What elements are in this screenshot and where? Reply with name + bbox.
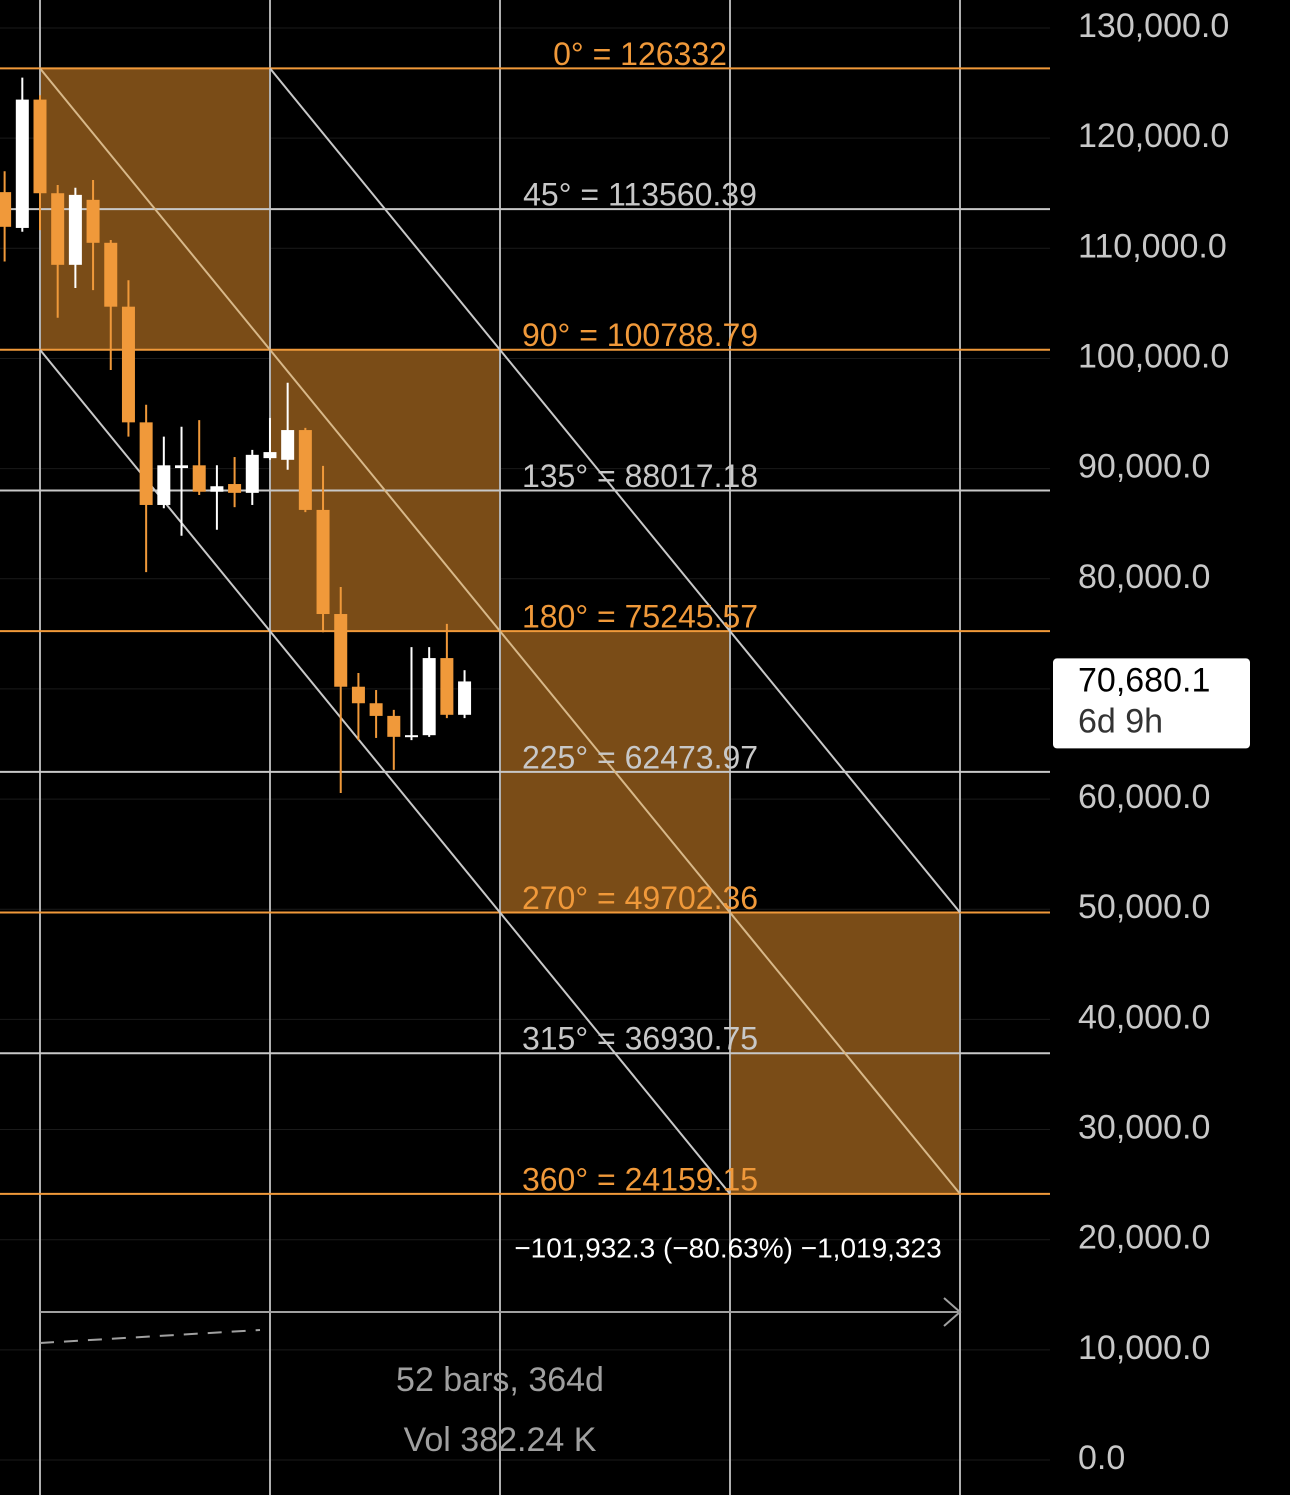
volume-info: Vol 382.24 K	[404, 1421, 597, 1459]
y-tick-label: 20,000.0	[1078, 1219, 1210, 1257]
candle-body	[458, 681, 472, 715]
y-tick-label: 10,000.0	[1078, 1329, 1210, 1367]
candle-body	[33, 99, 47, 194]
gann-label: 360° = 24159.15	[522, 1161, 758, 1197]
candle-body	[404, 735, 418, 738]
candle-body	[192, 465, 206, 492]
candle-body	[263, 452, 277, 459]
candle-body	[68, 194, 82, 265]
candle-body	[139, 422, 153, 505]
candle-body	[440, 658, 454, 715]
y-tick-label: 90,000.0	[1078, 448, 1210, 486]
arrow-head	[943, 1297, 962, 1327]
y-tick-label: 50,000.0	[1078, 888, 1210, 926]
y-tick-label: 80,000.0	[1078, 558, 1210, 596]
candle-body	[104, 242, 118, 307]
candle-body	[0, 192, 12, 227]
y-tick-label: 0.0	[1078, 1439, 1125, 1477]
gann-label: 270° = 49702.36	[522, 880, 758, 916]
gann-label: 135° = 88017.18	[522, 458, 758, 494]
gann-label: 225° = 62473.97	[522, 739, 758, 775]
gann-label: 45° = 113560.39	[523, 177, 757, 213]
y-tick-label: 130,000.0	[1078, 7, 1229, 45]
candle-body	[334, 614, 348, 687]
candle-body	[157, 465, 171, 505]
y-tick-label: 40,000.0	[1078, 998, 1210, 1036]
candle-body	[245, 454, 259, 493]
measure-label: −101,932.3 (−80.63%) −1,019,323	[514, 1232, 941, 1263]
y-tick-label: 110,000.0	[1078, 227, 1227, 265]
candle-body	[351, 686, 365, 704]
price-box	[1053, 658, 1250, 749]
price-label: 70,680.1	[1078, 661, 1210, 699]
candle-body	[228, 484, 242, 493]
candle-body	[281, 430, 295, 460]
bars-info: 52 bars, 364d	[396, 1361, 604, 1399]
y-tick-label: 100,000.0	[1078, 337, 1229, 375]
candle-body	[175, 465, 189, 469]
candle-body	[121, 306, 135, 423]
y-tick-label: 30,000.0	[1078, 1109, 1210, 1147]
gann-diagonal	[39, 349, 731, 1195]
gann-label: 90° = 100788.79	[522, 317, 758, 353]
labels: 0.0 10,000.0 20,000.0 30,000.0 40,000.0 50,00…	[522, 7, 1250, 1477]
y-tick-label: 60,000.0	[1078, 778, 1210, 816]
candle-body	[316, 509, 330, 615]
candle-body	[15, 99, 29, 228]
gann-label: 180° = 75245.57	[522, 599, 758, 635]
candle-body	[86, 199, 100, 243]
candle-body	[298, 430, 312, 510]
gann-diagonal	[269, 67, 961, 914]
gann-label: 315° = 36930.75	[522, 1021, 758, 1057]
countdown: 6d 9h	[1078, 702, 1163, 740]
candle-body	[369, 703, 383, 716]
candle-body	[387, 715, 401, 737]
candle-body	[51, 193, 65, 265]
gann-label: 0° = 126332	[553, 36, 727, 72]
candle-body	[422, 658, 436, 736]
dashed-line	[39, 1329, 261, 1344]
grid	[0, 27, 1050, 1461]
y-tick-label: 120,000.0	[1078, 117, 1229, 155]
candles	[0, 77, 472, 794]
gann-diagonal	[39, 67, 961, 1195]
candle-body	[210, 486, 224, 492]
